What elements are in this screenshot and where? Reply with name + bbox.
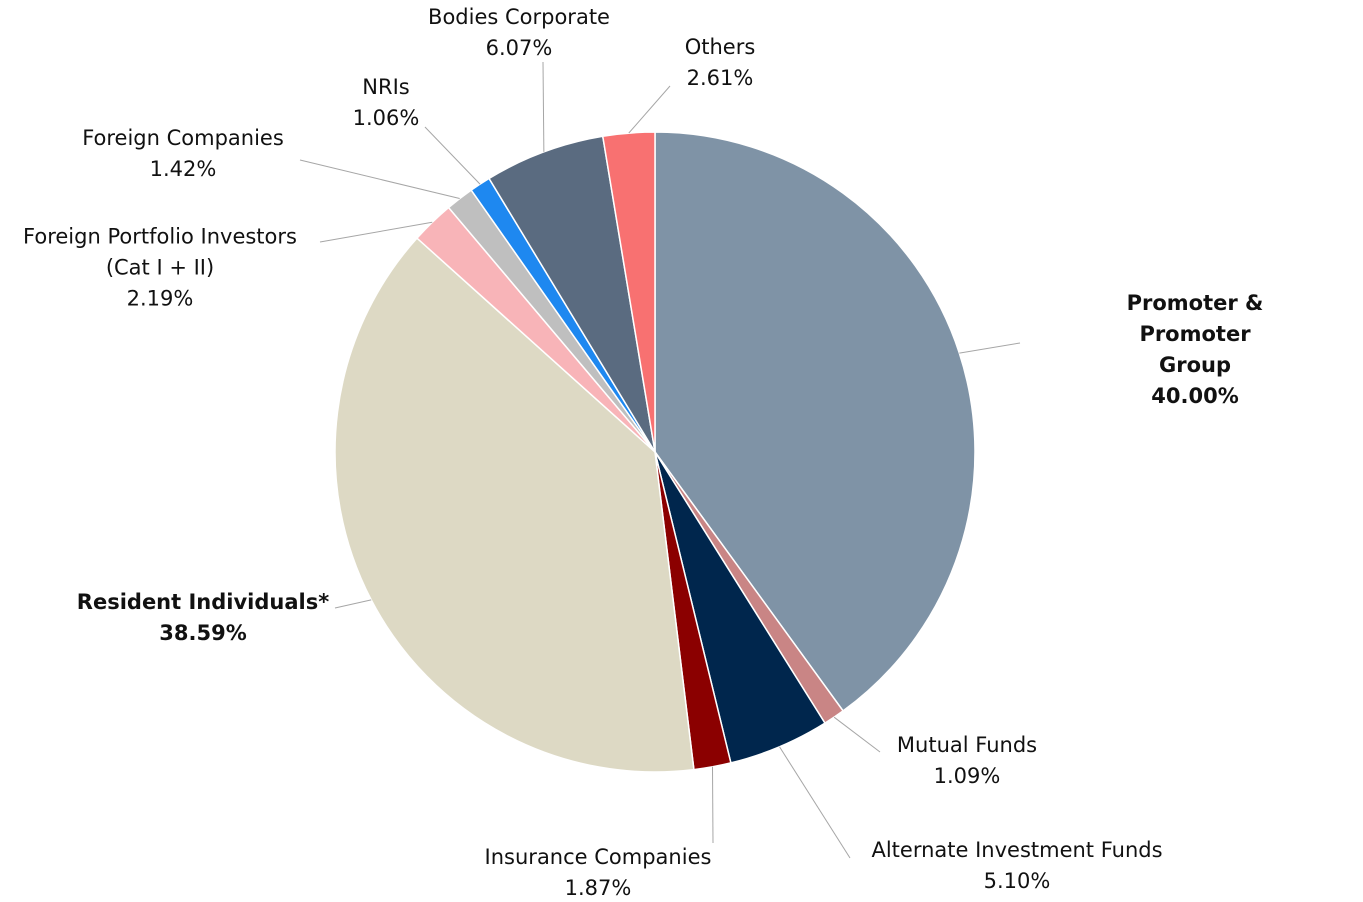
category-label: Foreign Companies — [82, 126, 284, 150]
slice-label: NRIs 1.06% — [353, 72, 420, 134]
pie-slice — [654, 131, 976, 712]
slice-label: Foreign Companies 1.42% — [82, 123, 284, 185]
leader-line — [424, 126, 481, 185]
slice-label: Foreign Portfolio Investors (Cat I + II)… — [23, 222, 297, 315]
leader-line — [299, 159, 460, 200]
slice-label: Resident Individuals* 38.59% — [77, 587, 329, 649]
value-label: 1.42% — [149, 157, 217, 181]
category-label: Foreign Portfolio Investors (Cat I + II) — [23, 224, 297, 280]
category-label: Others — [684, 35, 756, 59]
leader-line — [628, 85, 671, 134]
leader-line — [959, 342, 1021, 354]
value-label: 1.09% — [933, 764, 1001, 788]
value-label: 38.59% — [159, 621, 247, 645]
slice-label: Mutual Funds 1.09% — [897, 730, 1037, 792]
leader-line — [711, 766, 714, 844]
leader-line — [319, 221, 433, 243]
category-label: Resident Individuals* — [76, 590, 330, 614]
leader-line — [334, 599, 372, 609]
category-label: NRIs — [362, 75, 410, 99]
category-label: Promoter & Promoter Group — [1126, 291, 1264, 377]
value-label: 2.61% — [686, 66, 754, 90]
slice-label: Insurance Companies 1.87% — [485, 842, 712, 902]
category-label: Insurance Companies — [484, 845, 712, 869]
value-label: 1.06% — [352, 106, 420, 130]
slice-label: Alternate Investment Funds 5.10% — [871, 835, 1162, 897]
leader-line — [542, 61, 545, 152]
value-label: 1.87% — [564, 876, 632, 900]
pie-slice — [334, 237, 695, 773]
category-label: Alternate Investment Funds — [871, 838, 1163, 862]
pie-slice — [487, 135, 656, 453]
value-label: 40.00% — [1151, 384, 1239, 408]
slice-label: Others 2.61% — [685, 32, 756, 94]
leader-line — [833, 716, 881, 753]
slice-label: Bodies Corporate 6.07% — [428, 2, 610, 64]
category-label: Bodies Corporate — [428, 5, 610, 29]
slice-label: Promoter & Promoter Group 40.00% — [1111, 288, 1279, 412]
category-label: Mutual Funds — [896, 733, 1038, 757]
value-label: 6.07% — [485, 36, 553, 60]
value-label: 2.19% — [126, 286, 194, 311]
leader-line — [779, 746, 851, 859]
value-label: 5.10% — [983, 869, 1051, 893]
